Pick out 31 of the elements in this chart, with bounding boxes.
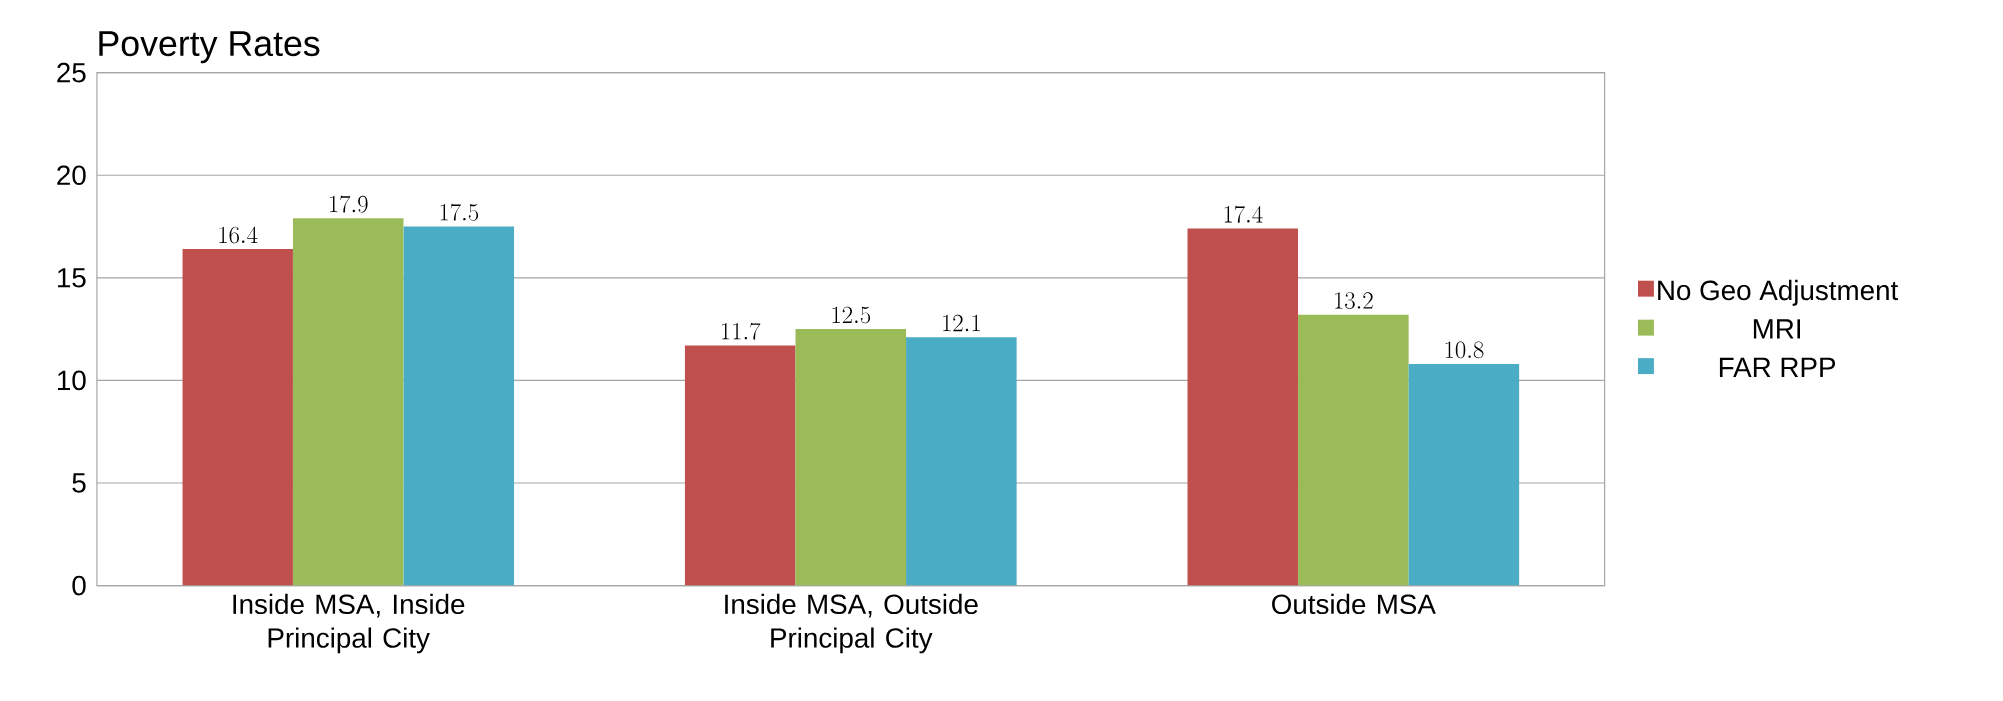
chart-title: Poverty Rates	[99, 31, 320, 64]
data-label: 12. 1	[943, 314, 980, 332]
bar	[795, 329, 907, 586]
bar	[1408, 363, 1520, 586]
bar	[292, 218, 404, 586]
text: MRI	[1753, 319, 1800, 339]
y-tick-label: 5	[72, 473, 86, 493]
data-label: 17.4	[1224, 205, 1263, 223]
bar	[403, 226, 515, 586]
bar	[684, 345, 796, 586]
bar	[1298, 314, 1409, 586]
data-label: 10.8	[1445, 341, 1484, 359]
bar	[1187, 228, 1299, 586]
y-tick-label: 10	[57, 370, 86, 391]
x-tick-label: Outside MSA	[1272, 593, 1436, 615]
data-label: 11 .7	[722, 322, 761, 340]
data-label: 17.9	[330, 195, 368, 213]
bar	[906, 337, 1017, 586]
x-tick-label: Inside MSA, Outside Principal City	[725, 593, 978, 654]
x-tick-label: Inside MSA, Inside Principal City	[233, 593, 465, 654]
y-tick-label: 15	[57, 268, 86, 288]
data-label: 16.4	[219, 226, 258, 244]
legend-label: No Geo Adjustment	[1658, 279, 1899, 306]
data-label: 17.5	[440, 203, 479, 221]
data-label: 12.5	[832, 306, 871, 324]
y-tick-label: 20	[57, 165, 86, 186]
bar	[182, 249, 293, 586]
y-tick-label: 25	[57, 62, 86, 83]
data-label: 13.2	[1335, 292, 1373, 309]
legend-label: FAR RPP	[1719, 357, 1836, 377]
y-tick-label: 0	[72, 575, 86, 596]
